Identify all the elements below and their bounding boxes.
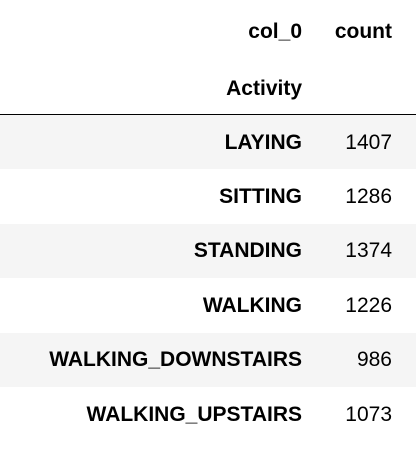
table-row: STANDING 1374 — [0, 223, 416, 278]
table-row: WALKING_UPSTAIRS 1073 — [0, 387, 416, 442]
table-header: col_0 count Activity — [0, 0, 416, 115]
table-row: WALKING 1226 — [0, 278, 416, 333]
row-label: LAYING — [224, 130, 302, 154]
row-count: 1407 — [345, 130, 392, 154]
row-label: STANDING — [193, 239, 302, 263]
row-label: SITTING — [219, 184, 302, 208]
row-label: WALKING_DOWNSTAIRS — [49, 348, 302, 372]
row-count: 986 — [356, 348, 392, 372]
column-header-count: count — [334, 19, 392, 43]
row-count: 1226 — [345, 293, 392, 317]
row-count: 1286 — [345, 184, 392, 208]
header-row-columns: col_0 count — [0, 0, 416, 62]
table-row: WALKING_DOWNSTAIRS 986 — [0, 332, 416, 387]
table-row: SITTING 1286 — [0, 169, 416, 224]
columns-level-name: col_0 — [248, 19, 302, 43]
row-count: 1073 — [345, 402, 392, 426]
header-row-index: Activity — [0, 62, 416, 115]
table-row: LAYING 1407 — [0, 114, 416, 169]
row-label: WALKING — [202, 293, 302, 317]
index-header-empty — [314, 62, 416, 115]
index-name: Activity — [0, 62, 314, 115]
row-label: WALKING_UPSTAIRS — [86, 402, 302, 426]
table-body: LAYING 1407 SITTING 1286 STANDING 1374 W… — [0, 114, 416, 442]
row-count: 1374 — [345, 239, 392, 263]
